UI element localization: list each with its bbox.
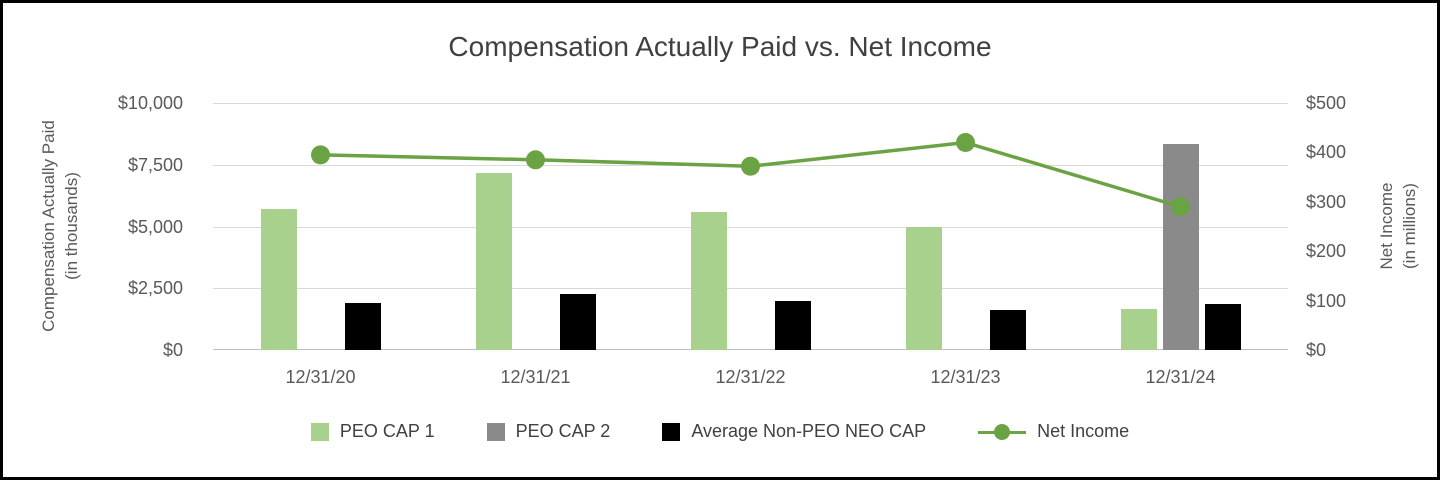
bar-peo-cap-1-12-31-21 [475,173,512,350]
left-axis-tick-label: $0 [162,340,183,360]
gridline [213,288,1288,290]
left-axis-tick-label: $7,500 [127,154,183,175]
legend-swatch-icon [662,422,681,441]
legend-label: Net Income [1037,421,1130,441]
net-income-marker-12-31-20 [311,145,330,165]
legend-label: PEO CAP 2 [515,421,611,441]
gridline [213,103,1288,104]
legend-item-net-income: Net Income [978,421,1129,442]
right-axis-tick-label: $400 [1306,142,1347,163]
right-axis-tick-label: $300 [1306,191,1347,212]
legend-label: PEO CAP 1 [339,421,435,441]
bar-peo-cap-1-12-31-20 [260,209,297,350]
net-income-line-path [320,140,1182,209]
legend-item-average-non-peo-neo-cap: Average Non-PEO NEO CAP [662,421,926,442]
x-axis-tick-label: 12/31/24 [1145,367,1216,387]
plot-area [213,103,1288,350]
net-income-marker-12-31-22 [741,156,760,176]
right-axis-tick-label: $500 [1306,93,1347,113]
gridline [213,226,1288,228]
x-axis-tick-label: 12/31/22 [715,367,786,387]
net-income-marker-12-31-23 [956,133,975,153]
legend-swatch-icon [486,422,505,441]
bar-peo-cap-2-12-31-24 [1162,143,1199,350]
bar-peo-cap-1-12-31-24 [1120,309,1157,350]
x-axis-tick-label: 12/31/21 [500,367,571,387]
gridline [213,164,1288,166]
bar-average-non-peo-neo-cap-12-31-24 [1204,304,1241,350]
right-axis-tick-label: $0 [1306,340,1327,360]
bar-average-non-peo-neo-cap-12-31-22 [774,300,811,350]
bar-peo-cap-1-12-31-23 [905,226,942,350]
left-axis-title: Compensation Actually Paid (in thousands… [38,120,84,332]
legend-swatch-icon [310,422,329,441]
legend: PEO CAP 1 PEO CAP 2 Average Non-PEO NEO CA… [3,421,1437,442]
legend-line-dot [994,423,1011,440]
legend-item-peo-cap-1: PEO CAP 1 [310,421,435,442]
legend-item-peo-cap-2: PEO CAP 2 [486,421,611,442]
net-income-marker-12-31-21 [526,150,545,170]
bar-average-non-peo-neo-cap-12-31-21 [559,294,596,350]
x-axis-tick-label: 12/31/20 [285,367,356,387]
gridline [213,349,1288,350]
right-axis-tick-label: $200 [1306,241,1347,262]
bar-average-non-peo-neo-cap-12-31-20 [344,303,381,350]
chart-title: Compensation Actually Paid vs. Net Incom… [448,31,992,62]
bar-peo-cap-1-12-31-22 [690,211,727,350]
left-axis-tick-label: $5,000 [127,216,183,237]
right-axis-tick-label: $100 [1306,290,1347,311]
x-axis-tick-label: 12/31/23 [930,367,1001,387]
left-axis-tick-label: $10,000 [117,93,183,113]
left-axis-title-line2: (in thousands) [62,172,81,280]
bar-average-non-peo-neo-cap-12-31-23 [989,310,1026,350]
left-axis-title-line1: Compensation Actually Paid [39,120,59,332]
left-axis-tick-label: $2,500 [127,278,183,299]
legend-label: Average Non-PEO NEO CAP [691,421,927,441]
legend-line-marker-icon [978,423,1027,441]
